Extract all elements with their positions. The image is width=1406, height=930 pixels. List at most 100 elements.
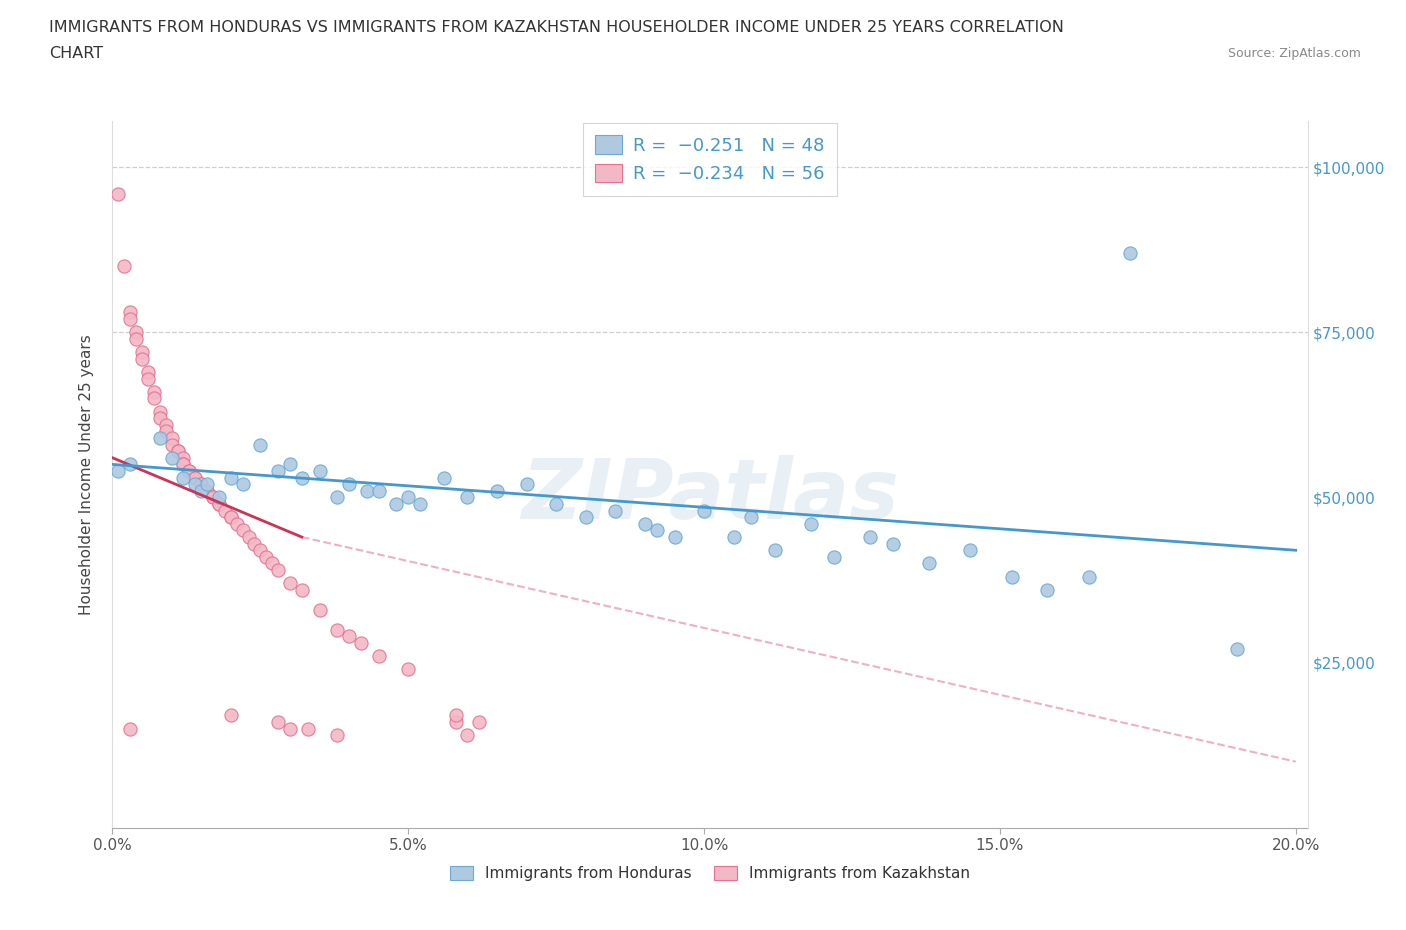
Point	[693, 503, 716, 518]
Point	[166, 444, 188, 458]
Point	[291, 582, 314, 597]
Point	[214, 503, 236, 518]
Point	[267, 463, 290, 478]
Point	[195, 477, 218, 492]
Point	[184, 471, 207, 485]
Point	[125, 331, 148, 346]
Point	[1226, 642, 1249, 657]
Point	[107, 463, 129, 478]
Point	[120, 721, 142, 736]
Point	[149, 431, 172, 445]
Point	[396, 490, 419, 505]
Point	[1036, 582, 1059, 597]
Text: ZIPatlas: ZIPatlas	[522, 455, 898, 536]
Point	[172, 457, 194, 472]
Text: Source: ZipAtlas.com: Source: ZipAtlas.com	[1227, 46, 1361, 60]
Point	[107, 186, 129, 201]
Point	[160, 437, 183, 452]
Point	[645, 523, 668, 538]
Point	[723, 529, 745, 544]
Point	[208, 497, 231, 512]
Point	[120, 305, 142, 320]
Point	[356, 484, 378, 498]
Point	[278, 576, 301, 591]
Point	[179, 463, 201, 478]
Point	[232, 477, 254, 492]
Point	[444, 708, 467, 723]
Point	[254, 550, 277, 565]
Y-axis label: Householder Income Under 25 years: Householder Income Under 25 years	[79, 334, 94, 615]
Point	[112, 259, 135, 273]
Point	[326, 490, 349, 505]
Point	[433, 471, 456, 485]
Point	[396, 662, 419, 677]
Point	[190, 477, 212, 492]
Point	[142, 391, 165, 405]
Point	[184, 471, 207, 485]
Point	[208, 490, 231, 505]
Point	[634, 516, 657, 531]
Point	[219, 471, 242, 485]
Point	[184, 477, 207, 492]
Point	[444, 714, 467, 729]
Point	[409, 497, 432, 512]
Point	[249, 437, 271, 452]
Point	[278, 721, 301, 736]
Point	[243, 537, 266, 551]
Point	[367, 484, 389, 498]
Point	[516, 477, 538, 492]
Point	[763, 543, 786, 558]
Point	[278, 457, 301, 472]
Point	[262, 556, 284, 571]
Text: CHART: CHART	[49, 46, 103, 61]
Point	[190, 484, 212, 498]
Text: IMMIGRANTS FROM HONDURAS VS IMMIGRANTS FROM KAZAKHSTAN HOUSEHOLDER INCOME UNDER : IMMIGRANTS FROM HONDURAS VS IMMIGRANTS F…	[49, 20, 1064, 35]
Point	[202, 490, 225, 505]
Point	[367, 648, 389, 663]
Point	[859, 529, 882, 544]
Point	[882, 537, 904, 551]
Point	[225, 516, 247, 531]
Point	[664, 529, 686, 544]
Point	[326, 622, 349, 637]
Point	[308, 603, 330, 618]
Point	[149, 405, 172, 419]
Point	[486, 484, 509, 498]
Point	[337, 477, 360, 492]
Point	[575, 510, 598, 525]
Point	[605, 503, 627, 518]
Point	[125, 325, 148, 339]
Point	[800, 516, 823, 531]
Point	[219, 510, 242, 525]
Point	[337, 629, 360, 644]
Point	[202, 490, 225, 505]
Point	[155, 424, 177, 439]
Point	[267, 563, 290, 578]
Point	[160, 450, 183, 465]
Point	[195, 484, 218, 498]
Point	[155, 418, 177, 432]
Point	[959, 543, 981, 558]
Point	[238, 529, 260, 544]
Point	[131, 352, 153, 366]
Point	[136, 371, 159, 386]
Point	[190, 477, 212, 492]
Point	[1077, 569, 1099, 584]
Point	[172, 471, 194, 485]
Legend: Immigrants from Honduras, Immigrants from Kazakhstan: Immigrants from Honduras, Immigrants fro…	[443, 860, 977, 887]
Point	[131, 345, 153, 360]
Point	[232, 523, 254, 538]
Point	[179, 463, 201, 478]
Point	[1001, 569, 1024, 584]
Point	[456, 728, 478, 743]
Point	[160, 431, 183, 445]
Point	[249, 543, 271, 558]
Point	[308, 463, 330, 478]
Point	[468, 714, 491, 729]
Point	[149, 411, 172, 426]
Point	[918, 556, 941, 571]
Point	[195, 484, 218, 498]
Point	[291, 471, 314, 485]
Point	[172, 450, 194, 465]
Point	[546, 497, 568, 512]
